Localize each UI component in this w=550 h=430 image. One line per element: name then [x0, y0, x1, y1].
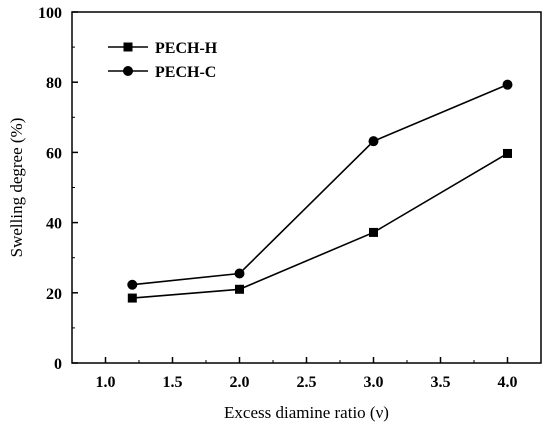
series-line-pech-c	[132, 83, 508, 286]
data-point-pech-c	[368, 136, 379, 147]
plot-frame	[71, 11, 542, 364]
legend-marker-pech-h	[123, 42, 133, 52]
data-point-pech-h	[369, 227, 378, 237]
data-point-pech-h	[503, 148, 512, 158]
x-tick-label: 2.0	[230, 374, 250, 391]
x-tick-label: 1.0	[96, 374, 116, 391]
data-point-pech-c	[234, 268, 245, 279]
series-pech-c	[127, 79, 513, 290]
legend-item-pech-c: PECH-C	[108, 64, 216, 81]
y-tick-label: 60	[46, 145, 62, 162]
y-tick-label: 0	[54, 356, 62, 373]
x-axis-title: Excess diamine ratio (ν)	[224, 403, 389, 422]
y-tick-label: 20	[46, 286, 62, 303]
y-tick-label: 100	[38, 5, 62, 22]
y-tick-label: 40	[46, 216, 62, 233]
legend-item-pech-h: PECH-H	[108, 40, 218, 57]
y-axis: 0 20 40 60 80 100	[38, 5, 78, 373]
legend-marker-pech-c	[123, 66, 133, 76]
series-layer	[127, 79, 513, 303]
y-axis-title: Swelling degree (%)	[7, 118, 26, 258]
legend: PECH-H PECH-C	[108, 40, 218, 81]
legend-label-pech-c: PECH-C	[155, 64, 216, 81]
series-pech-h	[127, 148, 512, 303]
x-tick-label: 3.0	[364, 374, 384, 391]
y-tick-label: 80	[46, 75, 62, 92]
data-point-pech-h	[127, 293, 137, 303]
x-axis: 1.0 1.5 2.0 2.5 3.0 3.5 4.0	[96, 357, 518, 391]
series-line-pech-h	[132, 152, 508, 299]
x-tick-label: 2.5	[297, 374, 317, 391]
x-tick-label: 4.0	[498, 374, 518, 391]
data-point-pech-h	[235, 284, 244, 294]
legend-label-pech-h: PECH-H	[155, 40, 218, 57]
data-point-pech-c	[127, 279, 138, 290]
x-tick-label: 1.5	[163, 374, 183, 391]
data-point-pech-c	[502, 79, 513, 90]
x-tick-label: 3.5	[431, 374, 451, 391]
plot-border	[71, 11, 542, 364]
